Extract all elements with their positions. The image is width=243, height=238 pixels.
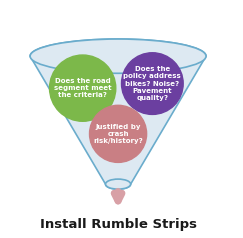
Circle shape — [50, 55, 116, 121]
Ellipse shape — [30, 39, 206, 73]
Text: Justified by
crash
risk/history?: Justified by crash risk/history? — [93, 124, 143, 144]
Text: Does the
policy address
bikes? Noise?
Pavement
quality?: Does the policy address bikes? Noise? Pa… — [123, 66, 181, 101]
Text: Does the road
segment meet
the criteria?: Does the road segment meet the criteria? — [54, 78, 112, 98]
Circle shape — [122, 53, 183, 114]
Polygon shape — [30, 39, 206, 189]
Text: Install Rumble Strips: Install Rumble Strips — [40, 218, 197, 231]
Ellipse shape — [105, 179, 131, 189]
Circle shape — [89, 105, 147, 162]
